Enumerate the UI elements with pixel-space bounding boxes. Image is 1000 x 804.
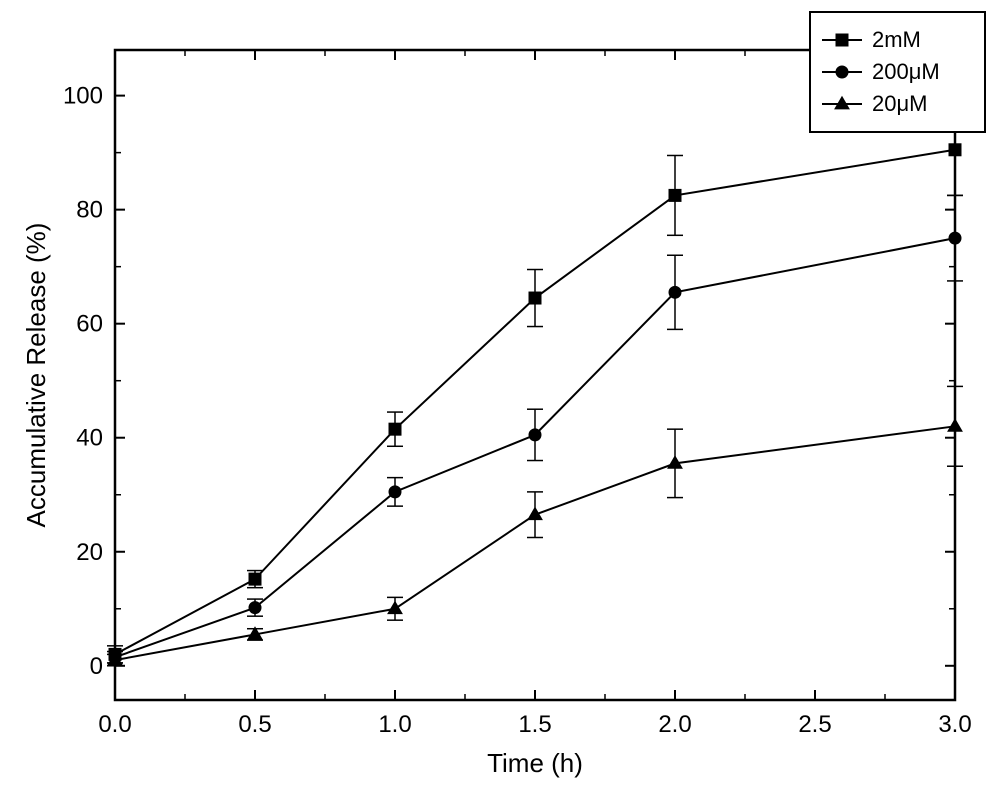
release-chart: 0.0 0.5 1.0 1.5 2.0 2.5 3.0 0 20 40 60 80 100 Time (h… (0, 0, 1000, 804)
y-tick-label: 60 (76, 311, 103, 338)
circle-marker (529, 429, 541, 441)
circle-marker (249, 602, 261, 614)
x-tick-label: 0.0 (98, 711, 131, 738)
y-tick-label: 100 (63, 83, 103, 110)
legend-label: 2mM (872, 27, 921, 52)
y-tick-label: 40 (76, 425, 103, 452)
y-tick-label: 20 (76, 539, 103, 566)
circle-marker (669, 286, 681, 298)
square-marker (669, 189, 681, 201)
x-tick-label: 1.0 (378, 711, 411, 738)
square-marker (836, 34, 848, 46)
legend-label: 20μM (872, 91, 927, 116)
circle-marker (836, 66, 848, 78)
y-tick-label: 0 (90, 653, 103, 680)
circle-marker (949, 232, 961, 244)
x-tick-label: 3.0 (938, 711, 971, 738)
square-marker (249, 573, 261, 585)
x-tick-label: 0.5 (238, 711, 271, 738)
legend: 2mM 200μM 20μM (810, 12, 985, 132)
circle-marker (389, 486, 401, 498)
square-marker (529, 292, 541, 304)
x-axis-label: Time (h) (487, 748, 583, 778)
y-tick-label: 80 (76, 197, 103, 224)
x-tick-label: 2.0 (658, 711, 691, 738)
y-axis-label: Accumulative Release (%) (21, 223, 51, 528)
legend-label: 200μM (872, 59, 940, 84)
square-marker (949, 144, 961, 156)
x-tick-label: 2.5 (798, 711, 831, 738)
chart-container: 0.0 0.5 1.0 1.5 2.0 2.5 3.0 0 20 40 60 80 100 Time (h… (0, 0, 1000, 804)
square-marker (389, 423, 401, 435)
x-tick-label: 1.5 (518, 711, 551, 738)
